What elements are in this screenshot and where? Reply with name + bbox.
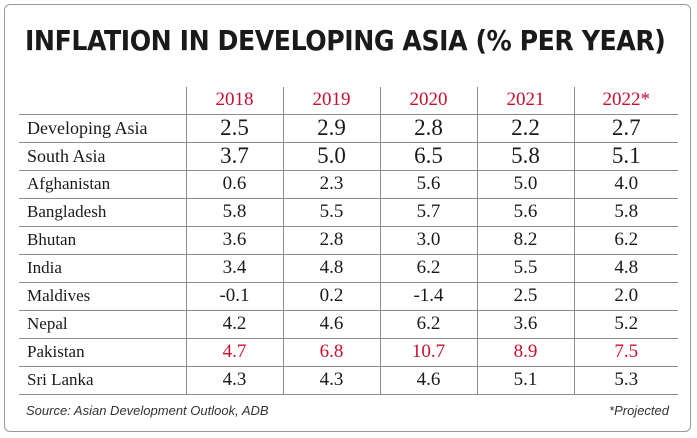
row-label: South Asia	[19, 142, 186, 171]
value-cell: 10.7	[379, 338, 477, 367]
value-cell: 5.1	[573, 142, 678, 171]
value-cell: 3.0	[379, 226, 477, 255]
table-row: South Asia 3.7 5.0 6.5 5.8 5.1	[19, 142, 678, 171]
year-header: 2018	[185, 87, 283, 115]
value-cell: 2.8	[282, 226, 380, 255]
table-body: Developing Asia 2.5 2.9 2.8 2.2 2.7 South Asia…	[19, 114, 678, 395]
table-row: Developing Asia 2.5 2.9 2.8 2.2 2.7	[19, 114, 678, 143]
table-frame	[4, 4, 691, 432]
value-cell: 4.8	[282, 254, 380, 283]
value-cell: 2.0	[573, 282, 678, 311]
table-row: Nepal 4.2 4.6 6.2 3.6 5.2	[19, 310, 678, 339]
year-header: 2020	[379, 87, 477, 115]
value-cell: 4.8	[573, 254, 678, 283]
header-corner	[19, 87, 186, 115]
value-cell: 5.7	[379, 198, 477, 227]
value-cell: 6.2	[379, 310, 477, 339]
row-label: Afghanistan	[19, 170, 186, 199]
value-cell: 5.8	[573, 198, 678, 227]
source-note: Source: Asian Development Outlook, ADB	[26, 403, 269, 418]
chart-title: INFLATION IN DEVELOPING ASIA (% PER YEAR…	[25, 24, 666, 57]
year-header: 2021	[476, 87, 574, 115]
value-cell: 5.6	[379, 170, 477, 199]
inflation-table: 2018 2019 2020 2021 2022* Developing Asi…	[19, 87, 678, 395]
row-label: Sri Lanka	[19, 366, 186, 395]
value-cell: 2.3	[282, 170, 380, 199]
value-cell: 8.2	[476, 226, 574, 255]
value-cell: 6.5	[379, 142, 477, 171]
row-label: Maldives	[19, 282, 186, 311]
value-cell: 5.8	[185, 198, 283, 227]
row-label: India	[19, 254, 186, 283]
projected-footnote: *Projected	[609, 403, 669, 418]
value-cell: -1.4	[379, 282, 477, 311]
table-row: Afghanistan 0.6 2.3 5.6 5.0 4.0	[19, 170, 678, 199]
value-cell: 2.2	[476, 114, 574, 143]
value-cell: 2.7	[573, 114, 678, 143]
value-cell: 7.5	[573, 338, 678, 367]
value-cell: 5.5	[282, 198, 380, 227]
value-cell: 0.6	[185, 170, 283, 199]
value-cell: 5.5	[476, 254, 574, 283]
table-row: Bangladesh 5.8 5.5 5.7 5.6 5.8	[19, 198, 678, 227]
value-cell: 6.8	[282, 338, 380, 367]
year-header: 2019	[282, 87, 380, 115]
value-cell: 4.3	[185, 366, 283, 395]
value-cell: 4.3	[282, 366, 380, 395]
row-label: Bangladesh	[19, 198, 186, 227]
value-cell: 2.5	[476, 282, 574, 311]
value-cell: 5.0	[282, 142, 380, 171]
row-label: Pakistan	[19, 338, 186, 367]
value-cell: 2.5	[185, 114, 283, 143]
value-cell: 3.6	[476, 310, 574, 339]
table-row: Sri Lanka 4.3 4.3 4.6 5.1 5.3	[19, 366, 678, 395]
value-cell: 4.0	[573, 170, 678, 199]
value-cell: 5.0	[476, 170, 574, 199]
year-header: 2022*	[573, 87, 678, 115]
row-label: Bhutan	[19, 226, 186, 255]
value-cell: 4.6	[379, 366, 477, 395]
value-cell: 6.2	[379, 254, 477, 283]
value-cell: 0.2	[282, 282, 380, 311]
value-cell: 5.3	[573, 366, 678, 395]
value-cell: 5.2	[573, 310, 678, 339]
value-cell: 6.2	[573, 226, 678, 255]
value-cell: -0.1	[185, 282, 283, 311]
row-label: Developing Asia	[19, 114, 186, 143]
value-cell: 3.4	[185, 254, 283, 283]
table-row: Maldives -0.1 0.2 -1.4 2.5 2.0	[19, 282, 678, 311]
table-row: Pakistan 4.7 6.8 10.7 8.9 7.5	[19, 338, 678, 367]
value-cell: 3.6	[185, 226, 283, 255]
table-row: Bhutan 3.6 2.8 3.0 8.2 6.2	[19, 226, 678, 255]
value-cell: 8.9	[476, 338, 574, 367]
value-cell: 5.8	[476, 142, 574, 171]
row-label: Nepal	[19, 310, 186, 339]
value-cell: 4.7	[185, 338, 283, 367]
value-cell: 4.2	[185, 310, 283, 339]
value-cell: 5.6	[476, 198, 574, 227]
value-cell: 2.8	[379, 114, 477, 143]
value-cell: 3.7	[185, 142, 283, 171]
table-row: India 3.4 4.8 6.2 5.5 4.8	[19, 254, 678, 283]
header-row: 2018 2019 2020 2021 2022*	[19, 87, 678, 115]
value-cell: 4.6	[282, 310, 380, 339]
value-cell: 5.1	[476, 366, 574, 395]
value-cell: 2.9	[282, 114, 380, 143]
